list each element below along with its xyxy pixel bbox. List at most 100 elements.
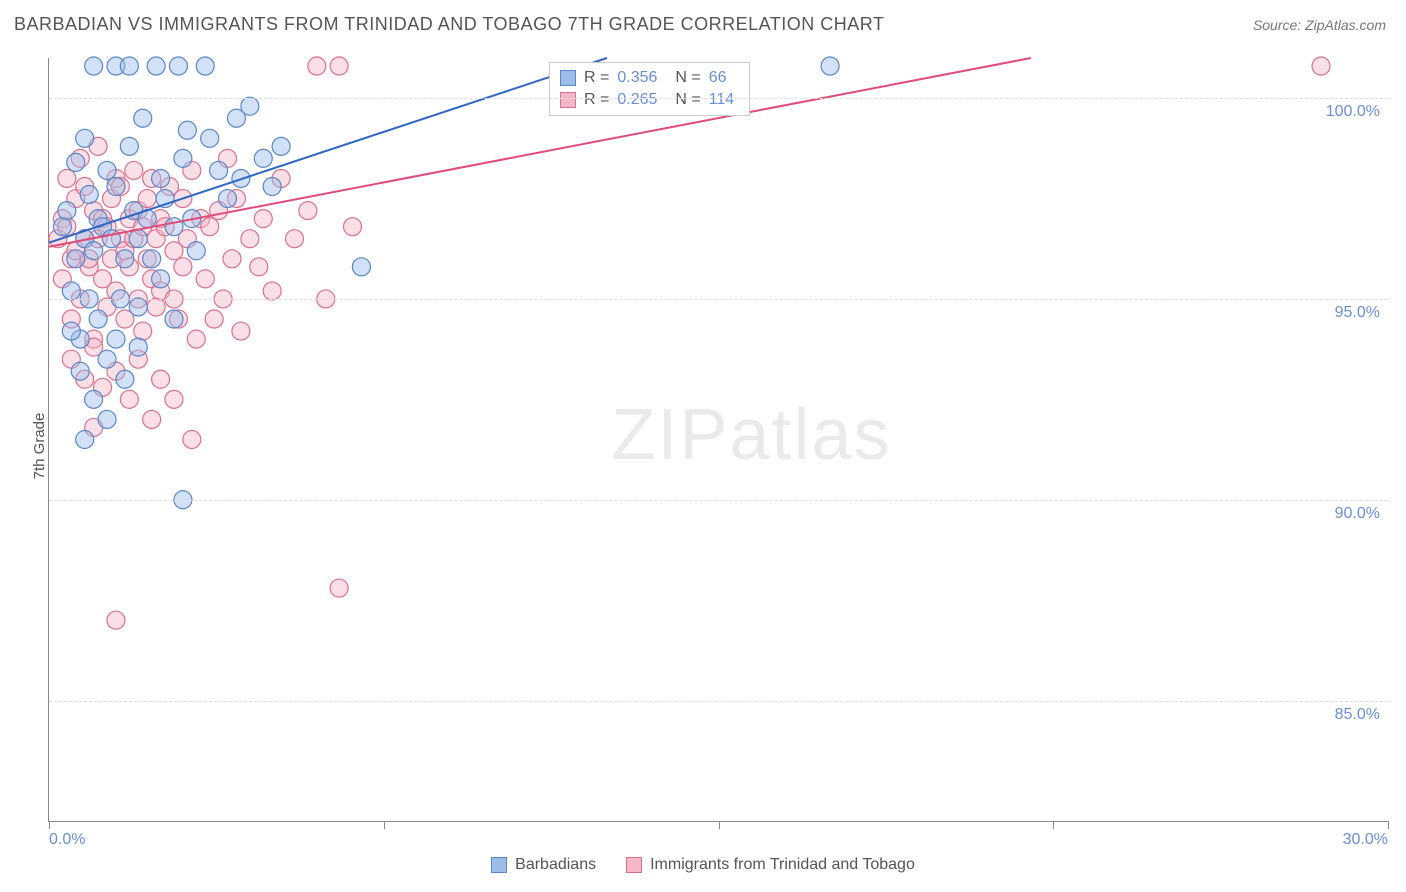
gridline-h xyxy=(49,299,1388,300)
scatter-point-s1 xyxy=(85,242,103,260)
ytick-label: 90.0% xyxy=(1335,505,1380,523)
scatter-point-s1 xyxy=(80,186,98,204)
scatter-point-s1 xyxy=(129,338,147,356)
gridline-h xyxy=(49,500,1388,501)
scatter-point-s1 xyxy=(147,57,165,75)
scatter-point-s1 xyxy=(196,57,214,75)
scatter-point-s2 xyxy=(254,210,272,228)
scatter-point-s1 xyxy=(116,250,134,268)
scatter-point-s2 xyxy=(143,410,161,428)
scatter-point-s1 xyxy=(71,362,89,380)
scatter-point-s2 xyxy=(147,298,165,316)
scatter-point-s2 xyxy=(223,250,241,268)
scatter-point-s1 xyxy=(76,431,94,449)
scatter-point-s2 xyxy=(152,370,170,388)
source-name: ZipAtlas.com xyxy=(1305,17,1386,33)
xtick-label: 0.0% xyxy=(49,831,85,849)
scatter-point-s1 xyxy=(241,97,259,115)
stats-N-value: 66 xyxy=(709,69,739,87)
xtick xyxy=(719,821,720,829)
trend-line-s2 xyxy=(49,58,1031,247)
scatter-point-s2 xyxy=(330,57,348,75)
scatter-point-s1 xyxy=(178,121,196,139)
scatter-point-s1 xyxy=(107,178,125,196)
legend-swatch-s1 xyxy=(491,857,507,873)
gridline-h xyxy=(49,701,1388,702)
stats-row-s1: R = 0.356 N = 66 xyxy=(560,67,739,89)
source-attribution: Source: ZipAtlas.com xyxy=(1253,17,1386,33)
xtick xyxy=(384,821,385,829)
scatter-point-s1 xyxy=(219,190,237,208)
scatter-point-s1 xyxy=(62,322,80,340)
scatter-point-s1 xyxy=(67,153,85,171)
scatter-point-s2 xyxy=(174,258,192,276)
scatter-point-s1 xyxy=(120,137,138,155)
xtick xyxy=(1388,821,1389,829)
chart-plot-area: ZIPatlas R =0.356N =66R =0.265N =114 100… xyxy=(48,58,1388,822)
y-axis-label: 7th Grade xyxy=(31,413,48,480)
scatter-point-s1 xyxy=(254,149,272,167)
scatter-point-s2 xyxy=(263,282,281,300)
scatter-point-s1 xyxy=(116,370,134,388)
scatter-point-s1 xyxy=(187,242,205,260)
scatter-point-s1 xyxy=(165,218,183,236)
chart-title: BARBADIAN VS IMMIGRANTS FROM TRINIDAD AN… xyxy=(14,14,884,35)
scatter-point-s2 xyxy=(134,322,152,340)
xtick xyxy=(49,821,50,829)
scatter-point-s2 xyxy=(344,218,362,236)
legend-item-s1: Barbadians xyxy=(491,856,596,874)
ytick-label: 95.0% xyxy=(1335,304,1380,322)
stats-N-label: N = xyxy=(675,69,700,87)
scatter-point-s1 xyxy=(67,250,85,268)
legend-item-s2: Immigrants from Trinidad and Tobago xyxy=(626,856,915,874)
scatter-point-s1 xyxy=(62,282,80,300)
scatter-point-s2 xyxy=(1312,57,1330,75)
scatter-point-s1 xyxy=(98,350,116,368)
scatter-point-s2 xyxy=(299,202,317,220)
ytick-label: 100.0% xyxy=(1326,103,1380,121)
scatter-point-s2 xyxy=(125,161,143,179)
stats-R-label: R = xyxy=(584,91,609,109)
scatter-point-s1 xyxy=(85,390,103,408)
scatter-point-s2 xyxy=(205,310,223,328)
scatter-point-s1 xyxy=(120,57,138,75)
scatter-point-s2 xyxy=(201,218,219,236)
scatter-point-s2 xyxy=(285,230,303,248)
scatter-point-s1 xyxy=(53,218,71,236)
scatter-point-s1 xyxy=(134,109,152,127)
scatter-point-s2 xyxy=(232,322,250,340)
scatter-point-s1 xyxy=(165,310,183,328)
legend-bottom: Barbadians Immigrants from Trinidad and … xyxy=(0,856,1406,874)
stats-R-value: 0.356 xyxy=(617,69,667,87)
scatter-point-s1 xyxy=(352,258,370,276)
stats-swatch-s2 xyxy=(560,92,576,108)
scatter-point-s2 xyxy=(165,390,183,408)
scatter-point-s1 xyxy=(272,137,290,155)
scatter-point-s1 xyxy=(102,230,120,248)
source-prefix: Source: xyxy=(1253,17,1305,33)
scatter-point-s1 xyxy=(107,330,125,348)
stats-N-value: 114 xyxy=(709,91,739,109)
stats-N-label: N = xyxy=(675,91,700,109)
scatter-point-s1 xyxy=(263,178,281,196)
scatter-point-s2 xyxy=(250,258,268,276)
scatter-point-s1 xyxy=(89,310,107,328)
legend-label-s2: Immigrants from Trinidad and Tobago xyxy=(650,856,915,874)
scatter-point-s1 xyxy=(76,129,94,147)
scatter-point-s2 xyxy=(187,330,205,348)
scatter-point-s1 xyxy=(821,57,839,75)
xtick-label: 30.0% xyxy=(1343,831,1388,849)
gridline-h xyxy=(49,98,1388,99)
legend-label-s1: Barbadians xyxy=(515,856,596,874)
scatter-point-s2 xyxy=(58,169,76,187)
stats-swatch-s1 xyxy=(560,70,576,86)
ytick-label: 85.0% xyxy=(1335,706,1380,724)
scatter-point-s1 xyxy=(152,169,170,187)
stats-legend-box: R = 0.356 N = 66 R = 0.265 N = 114 xyxy=(549,62,750,116)
stats-R-value: 0.265 xyxy=(617,91,667,109)
scatter-point-s2 xyxy=(107,611,125,629)
scatter-point-s1 xyxy=(98,410,116,428)
stats-R-label: R = xyxy=(584,69,609,87)
scatter-point-s2 xyxy=(196,270,214,288)
scatter-point-s2 xyxy=(120,390,138,408)
